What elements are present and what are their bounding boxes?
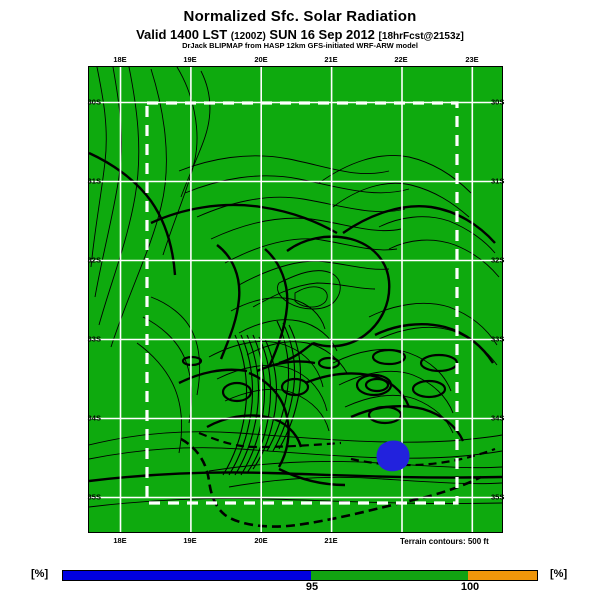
y-tick-left-5: 35S (87, 492, 101, 502)
y-tick-right-5: 35S (491, 492, 505, 502)
subtitle-valid-time: Valid 1400 LST (136, 27, 228, 42)
subtitle-forecast-stamp: [18hrFcst@2153z] (378, 31, 464, 42)
x-tick-top-1: 19E (183, 55, 197, 64)
y-tick-left-3: 33S (87, 334, 101, 344)
y-tick-left-1: 31S (87, 176, 101, 186)
colorbar-segment-95-100 (311, 571, 469, 580)
colorbar-tick-100: 100 (460, 581, 480, 593)
y-tick-right-1: 31S (491, 176, 505, 186)
y-tick-left-2: 32S (87, 255, 101, 265)
terrain-contours-thin (89, 67, 502, 508)
x-tick-top-5: 23E (465, 55, 479, 64)
x-tick-top-3: 21E (324, 55, 338, 64)
coastline-contour (180, 437, 482, 528)
y-tick-right-3: 33S (491, 334, 505, 344)
low-solar-patch (376, 440, 410, 472)
page-title: Normalized Sfc. Solar Radiation (183, 8, 417, 25)
coastline-contour-inner (198, 431, 496, 467)
x-tick-top-4: 22E (394, 55, 408, 64)
y-tick-left-0: 30S (87, 97, 101, 107)
x-tick-bottom-0: 18E (113, 536, 127, 545)
map-svg (89, 67, 502, 532)
x-tick-bottom-3: 21E (324, 536, 338, 545)
y-tick-right-2: 32S (491, 255, 505, 265)
x-tick-top-0: 18E (113, 55, 127, 64)
x-tick-bottom-1: 19E (183, 536, 197, 545)
model-source-line: DrJack BLIPMAP from HASP 12km GFS-initia… (182, 41, 418, 50)
y-tick-left-4: 34S (87, 413, 101, 423)
colorbar-segment-below-95 (63, 571, 312, 580)
subtitle-utc-time: (1200Z) (230, 31, 266, 42)
colorbar-unit-left: [%] (31, 568, 49, 580)
map-plot-area[interactable] (88, 66, 503, 533)
colorbar-unit-right: [%] (550, 568, 568, 580)
x-tick-bottom-2: 20E (254, 536, 268, 545)
subtitle-date: SUN 16 Sep 2012 (269, 27, 375, 42)
colorbar[interactable] (62, 570, 538, 581)
y-tick-right-4: 34S (491, 413, 505, 423)
terrain-contours-note: Terrain contours: 500 ft (400, 537, 489, 546)
terrain-peak-cells (181, 348, 459, 425)
x-tick-top-2: 20E (254, 55, 268, 64)
y-tick-right-0: 30S (491, 97, 505, 107)
colorbar-segment-above-100 (468, 571, 537, 580)
subtitle: Valid 1400 LST (1200Z) SUN 16 Sep 2012 [… (0, 27, 600, 42)
forecast-subdomain-box (145, 101, 459, 505)
colorbar-tick-95: 95 (305, 581, 319, 593)
